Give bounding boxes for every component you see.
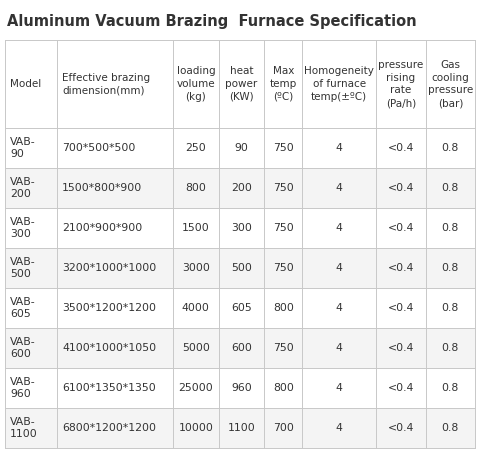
Bar [5,248,475,288]
Text: heat
power
(KW): heat power (KW) [225,66,258,102]
Text: 4: 4 [336,303,343,313]
Text: 500: 500 [231,263,252,273]
Text: 250: 250 [185,143,206,153]
Text: 600: 600 [231,343,252,353]
Text: 700: 700 [273,423,294,433]
Text: VAB-
300: VAB- 300 [10,217,36,239]
Text: <0.4: <0.4 [388,383,414,393]
Text: 4: 4 [336,143,343,153]
Text: 0.8: 0.8 [442,183,459,193]
Text: 700*500*500: 700*500*500 [62,143,135,153]
Text: 960: 960 [231,383,252,393]
Text: 6800*1200*1200: 6800*1200*1200 [62,423,156,433]
Text: 0.8: 0.8 [442,343,459,353]
Text: 4: 4 [336,343,343,353]
Text: 0.8: 0.8 [442,263,459,273]
Text: 0.8: 0.8 [442,383,459,393]
Text: 4: 4 [336,263,343,273]
Text: VAB-
500: VAB- 500 [10,257,36,279]
Bar [5,408,475,448]
Bar [5,208,475,248]
Text: 300: 300 [231,223,252,233]
Text: 750: 750 [273,223,294,233]
Text: 750: 750 [273,343,294,353]
Text: Gas
cooling
pressure
(bar): Gas cooling pressure (bar) [428,60,473,108]
Text: 4100*1000*1050: 4100*1000*1050 [62,343,156,353]
Text: 0.8: 0.8 [442,223,459,233]
Text: 90: 90 [235,143,248,153]
Text: 4000: 4000 [182,303,210,313]
Text: VAB-
200: VAB- 200 [10,177,36,199]
Text: 605: 605 [231,303,252,313]
Text: 10000: 10000 [179,423,213,433]
Text: Effective brazing
dimension(mm): Effective brazing dimension(mm) [62,72,150,95]
Bar [5,328,475,368]
Text: Max
temp
(ºC): Max temp (ºC) [270,66,297,102]
Text: VAB-
960: VAB- 960 [10,377,36,399]
Text: 0.8: 0.8 [442,423,459,433]
Bar [5,288,475,328]
Text: 1500*800*900: 1500*800*900 [62,183,143,193]
Text: 3000: 3000 [182,263,210,273]
Text: <0.4: <0.4 [388,143,414,153]
Text: VAB-
600: VAB- 600 [10,337,36,359]
Bar [5,128,475,168]
Text: loading
volume
(kg): loading volume (kg) [177,66,215,102]
Text: 1500: 1500 [182,223,210,233]
Text: <0.4: <0.4 [388,263,414,273]
Text: 2100*900*900: 2100*900*900 [62,223,143,233]
Text: 800: 800 [273,383,294,393]
Text: 25000: 25000 [179,383,213,393]
Text: 750: 750 [273,263,294,273]
Text: 3200*1000*1000: 3200*1000*1000 [62,263,156,273]
Text: 800: 800 [273,303,294,313]
Text: 4: 4 [336,183,343,193]
Text: <0.4: <0.4 [388,423,414,433]
Text: 750: 750 [273,143,294,153]
Bar [5,168,475,208]
Text: 4: 4 [336,383,343,393]
Text: 5000: 5000 [182,343,210,353]
Text: 200: 200 [231,183,252,193]
Text: 0.8: 0.8 [442,143,459,153]
Text: 4: 4 [336,223,343,233]
Text: <0.4: <0.4 [388,303,414,313]
Bar [5,368,475,408]
Text: VAB-
1100: VAB- 1100 [10,417,38,439]
Text: pressure
rising
rate
(Pa/h): pressure rising rate (Pa/h) [378,60,423,108]
Text: <0.4: <0.4 [388,183,414,193]
Text: 0.8: 0.8 [442,303,459,313]
Text: VAB-
90: VAB- 90 [10,137,36,159]
Text: 4: 4 [336,423,343,433]
Text: <0.4: <0.4 [388,223,414,233]
Text: 3500*1200*1200: 3500*1200*1200 [62,303,156,313]
Text: 6100*1350*1350: 6100*1350*1350 [62,383,156,393]
Text: <0.4: <0.4 [388,343,414,353]
Text: 750: 750 [273,183,294,193]
Text: Homogeneity
of furnace
temp(±ºC): Homogeneity of furnace temp(±ºC) [304,66,374,102]
Text: VAB-
605: VAB- 605 [10,297,36,319]
Text: 800: 800 [185,183,206,193]
Text: Model: Model [10,79,41,89]
Text: Aluminum Vacuum Brazing  Furnace Specification: Aluminum Vacuum Brazing Furnace Specific… [7,14,417,29]
Text: 1100: 1100 [228,423,255,433]
